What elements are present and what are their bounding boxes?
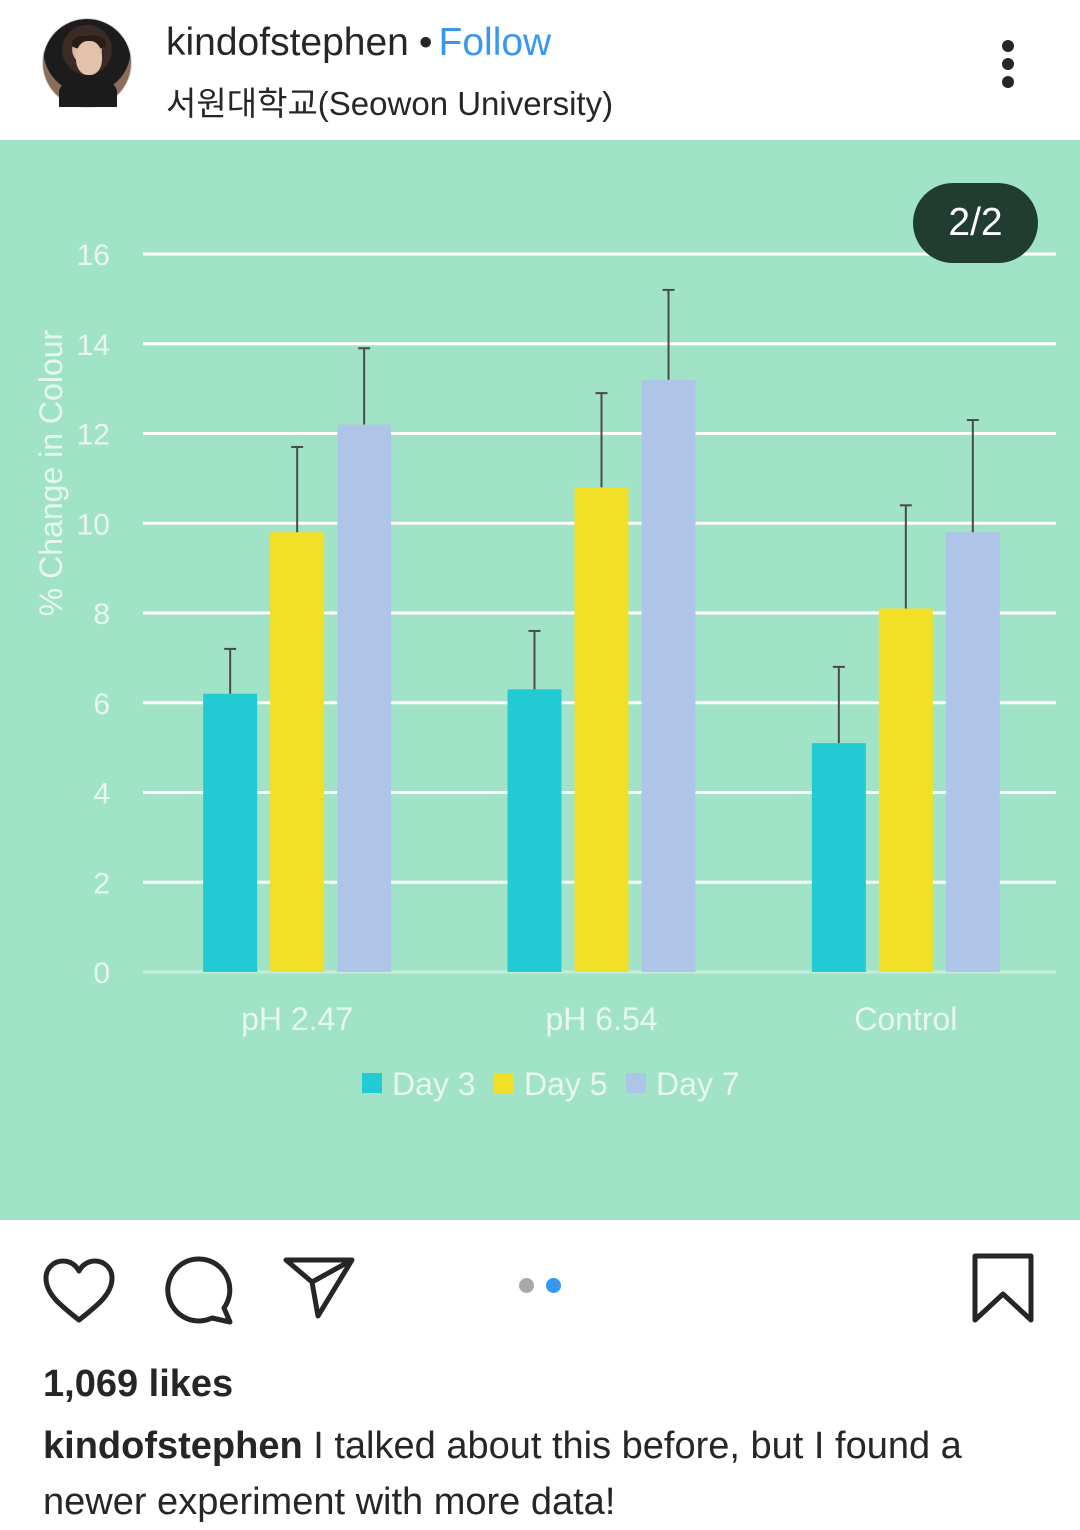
- bar: [507, 689, 562, 972]
- x-tick-label: pH 2.47: [241, 1001, 353, 1037]
- carousel-dot-active: [546, 1278, 561, 1293]
- legend-swatch: [626, 1073, 646, 1093]
- x-tick-label: pH 6.54: [545, 1001, 657, 1037]
- bar: [811, 743, 866, 972]
- legend-label: Day 3: [392, 1066, 476, 1102]
- bookmark-icon[interactable]: [970, 1252, 1036, 1324]
- more-vertical-icon[interactable]: [990, 36, 1026, 92]
- y-tick-label: 6: [93, 688, 110, 721]
- more-dot: [1002, 40, 1014, 52]
- carousel-counter: 2/2: [913, 183, 1038, 263]
- carousel-dot: [519, 1278, 534, 1293]
- heart-icon[interactable]: [42, 1258, 116, 1324]
- y-tick-label: 4: [93, 778, 110, 811]
- y-tick-label: 8: [93, 598, 110, 631]
- carousel-indicator: [515, 1278, 575, 1296]
- follow-button[interactable]: Follow: [438, 21, 552, 64]
- legend-label: Day 5: [524, 1066, 608, 1102]
- caption-username[interactable]: kindofstephen: [43, 1425, 303, 1467]
- bar: [574, 487, 629, 972]
- avatar-body: [59, 77, 117, 107]
- bar: [270, 532, 325, 972]
- bar-chart: 0 2 4 6 8 10 12 14 16 % Change in Colour pH 2.47 pH…: [33, 239, 1056, 1102]
- bar: [878, 608, 933, 972]
- separator-dot: •: [418, 21, 433, 64]
- caption-text: I talked about this before, but I found …: [43, 1425, 962, 1523]
- bar: [337, 424, 392, 972]
- username-link[interactable]: kindofstephen: [166, 21, 409, 64]
- post-header: kindofstephen • Follow 서원대학교(Seowon Univer…: [0, 0, 1080, 140]
- bar: [203, 693, 258, 972]
- action-bar: [0, 1220, 1080, 1360]
- likes-count[interactable]: 1,069 likes: [43, 1363, 234, 1405]
- bar: [641, 379, 696, 972]
- bar: [945, 532, 1000, 972]
- y-tick-label: 14: [77, 329, 110, 362]
- post-image[interactable]: 0 2 4 6 8 10 12 14 16 % Change in Colour pH 2.47 pH…: [0, 140, 1080, 1220]
- username-line: kindofstephen • Follow: [166, 20, 551, 66]
- y-tick-label: 12: [77, 419, 110, 452]
- y-tick-label: 2: [93, 867, 110, 900]
- more-dot: [1002, 76, 1014, 88]
- location-link[interactable]: 서원대학교(Seowon University): [166, 85, 614, 122]
- y-tick-label: 0: [93, 957, 110, 990]
- legend-swatch: [494, 1073, 514, 1093]
- avatar[interactable]: [42, 18, 132, 108]
- legend-swatch: [362, 1073, 382, 1093]
- y-tick-label: 16: [77, 239, 110, 272]
- x-tick-label: Control: [854, 1001, 957, 1037]
- y-tick-label: 10: [77, 508, 110, 541]
- avatar-face: [76, 41, 102, 75]
- send-icon[interactable]: [282, 1256, 356, 1320]
- legend-label: Day 7: [656, 1066, 740, 1102]
- comment-icon[interactable]: [164, 1256, 236, 1326]
- caption: kindofstephen I talked about this before…: [43, 1418, 1053, 1530]
- y-axis-label: % Change in Colour: [33, 329, 69, 616]
- more-dot: [1002, 58, 1014, 70]
